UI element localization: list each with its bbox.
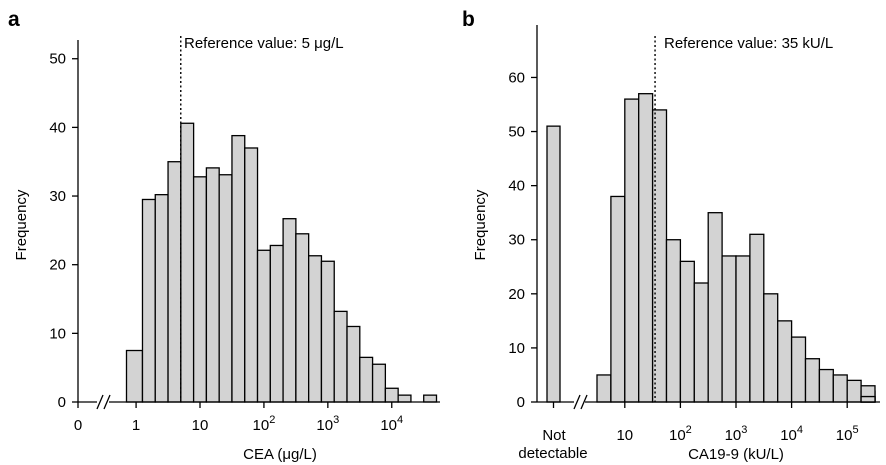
y-tick-label: 60 [508, 69, 525, 86]
histogram-bar [192, 176, 208, 403]
y-tick-label: 20 [49, 257, 66, 274]
histogram-bar [777, 320, 793, 403]
histogram-bar [320, 260, 335, 403]
histogram-bar [154, 194, 169, 403]
panel-a-xlabel: CEA (μg/L) [243, 446, 317, 463]
x-tick-label: 10 [616, 427, 633, 444]
panel-a-axes: 0 10 20 30 40 50 0 1 10 102 103 104 [49, 36, 440, 434]
histogram-bar [244, 147, 259, 403]
histogram-bar [735, 255, 751, 403]
histogram-bar [346, 325, 361, 403]
x-tick-label: 104 [780, 424, 803, 444]
histogram-bar [804, 358, 821, 403]
x-tick-label: 102 [253, 414, 276, 434]
not-detectable-bar [546, 125, 561, 403]
histogram-bar [371, 363, 387, 403]
panel-a-bars [125, 122, 438, 403]
y-tick-label: 40 [49, 119, 66, 136]
axis-break-mark [103, 394, 111, 410]
x-tick-label: 103 [725, 424, 748, 444]
x-tick-label: 103 [316, 414, 339, 434]
y-tick-label: 0 [517, 394, 525, 411]
x-tick-label: 104 [380, 414, 403, 434]
histogram-bar [721, 255, 737, 403]
panel-a-xlabel-main: CEA ( [243, 446, 282, 463]
x-tick-label: 1 [132, 417, 140, 434]
histogram-bar [846, 379, 862, 403]
axis-break-mark [580, 394, 588, 410]
x-tick-label: 10 [192, 417, 209, 434]
y-tick-label: 30 [49, 188, 66, 205]
panel-a-ylabel: Frequency [13, 189, 30, 260]
histogram-bar [763, 293, 779, 403]
histogram-bar [860, 395, 876, 403]
axis-break-mark [96, 394, 104, 410]
histogram-bar [818, 368, 834, 403]
histogram-bar [679, 260, 695, 403]
histogram-bar [397, 394, 412, 403]
histogram-bar [295, 233, 310, 403]
histogram-bar [125, 349, 144, 403]
histogram-bar [693, 282, 709, 403]
histogram-bar [790, 336, 807, 403]
panel-b: b Frequency CA19-9 (kU/L) Reference valu… [462, 8, 880, 463]
y-tick-label: 30 [508, 232, 525, 249]
histogram-bar [665, 239, 682, 403]
histogram-bar [205, 167, 220, 403]
histogram-bar [749, 233, 765, 403]
histogram-bar [596, 374, 612, 403]
panel-a-reference-label: Reference value: 5 μg/L [184, 35, 344, 52]
x-tick-label: 102 [669, 424, 692, 444]
histogram-bar [180, 122, 195, 403]
panel-b-axes: 0 10 20 30 40 50 60 10 102 103 104 105 [508, 25, 880, 444]
histogram-bar [359, 356, 374, 403]
histogram-bar [167, 161, 182, 403]
panel-b-not-detectable-label-2: detectable [518, 445, 587, 462]
histogram-bar [423, 394, 438, 403]
histogram-bar [308, 255, 323, 403]
panel-a-xlabel-tail: g/L) [291, 446, 317, 463]
panel-a-letter: a [8, 8, 20, 31]
panel-b-letter: b [462, 8, 475, 31]
x-tick-label: 0 [74, 417, 82, 434]
histogram-bar [333, 310, 348, 403]
histogram-bar [269, 244, 284, 403]
panel-a-xlabel-mu: μ [282, 446, 291, 463]
histogram-bar [707, 212, 723, 403]
histogram-bar [141, 198, 156, 403]
histogram-bar [282, 218, 297, 403]
panel-a: a Frequency CEA (μg/L) Reference value: … [8, 8, 440, 463]
histogram-bar [832, 374, 848, 403]
panel-b-reference-label: Reference value: 35 kU/L [664, 35, 833, 52]
y-tick-label: 0 [58, 394, 66, 411]
x-tick-label: 105 [836, 424, 859, 444]
panel-b-bars [546, 93, 876, 403]
y-tick-label: 50 [508, 124, 525, 141]
histogram-bar [231, 134, 246, 403]
histogram-bar [218, 174, 233, 403]
histogram-bar [384, 387, 399, 403]
panel-b-ylabel: Frequency [472, 189, 489, 260]
panel-b-not-detectable-label-1: Not [542, 427, 566, 444]
y-tick-label: 10 [49, 325, 66, 342]
y-tick-label: 20 [508, 286, 525, 303]
histogram-bar [638, 93, 654, 403]
histogram-bar [624, 98, 640, 403]
histogram-bar [610, 195, 626, 403]
panel-b-xlabel: CA19-9 (kU/L) [688, 446, 784, 463]
axis-break-mark [573, 394, 581, 410]
y-tick-label: 50 [49, 51, 66, 68]
histogram-bar [256, 249, 271, 403]
y-tick-label: 40 [508, 178, 525, 195]
y-tick-label: 10 [508, 340, 525, 357]
